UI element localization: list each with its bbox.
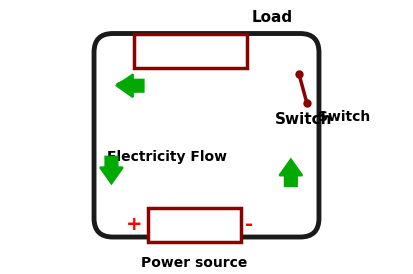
Bar — [147, 208, 241, 242]
FancyArrow shape — [117, 74, 144, 97]
FancyArrow shape — [280, 159, 302, 186]
Bar — [134, 33, 247, 68]
Text: Electricity Flow: Electricity Flow — [107, 150, 228, 164]
Text: Load: Load — [252, 10, 293, 25]
Text: Switch: Switch — [318, 110, 370, 124]
FancyArrow shape — [100, 157, 123, 184]
Text: -: - — [245, 215, 253, 235]
Text: Power source: Power source — [141, 256, 248, 270]
Text: +: + — [126, 215, 142, 235]
Text: Switch: Switch — [275, 112, 332, 127]
